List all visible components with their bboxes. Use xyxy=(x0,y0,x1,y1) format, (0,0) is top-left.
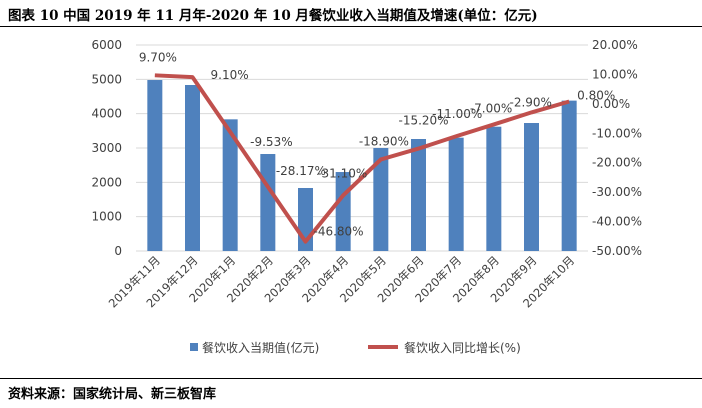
y-right-tick-label: -30.00% xyxy=(592,185,642,199)
y-left-tick-label: 5000 xyxy=(91,72,122,86)
y-right-tick-label: -50.00% xyxy=(592,244,642,258)
title-divider xyxy=(0,26,702,27)
data-label: -28.17% xyxy=(276,164,326,178)
data-label: 9.10% xyxy=(211,68,249,82)
legend-swatch-bar xyxy=(190,343,198,351)
bar xyxy=(411,139,426,251)
y-right-tick-label: -40.00% xyxy=(592,215,642,229)
bar xyxy=(373,148,389,251)
legend-label-line: 餐饮收入同比增长(%) xyxy=(404,340,521,355)
data-label: -15.20% xyxy=(399,114,449,128)
y-right-tick-label: 0.00% xyxy=(592,97,630,111)
bar xyxy=(335,172,351,251)
bar xyxy=(448,137,464,251)
y-right-tick-label: -20.00% xyxy=(592,156,642,170)
data-label: -18.90% xyxy=(359,134,409,148)
source-note: 资料来源：国家统计局、新三板智库 xyxy=(8,387,217,402)
y-left-tick-label: 1000 xyxy=(91,210,122,224)
bar xyxy=(222,119,238,251)
data-label: 0.80% xyxy=(577,89,615,103)
y-left-tick-label: 6000 xyxy=(91,38,122,52)
data-label: 9.70% xyxy=(139,50,177,64)
bar xyxy=(260,154,276,251)
y-left-tick-label: 2000 xyxy=(91,175,122,189)
source-divider xyxy=(0,378,702,379)
chart-title: 图表 10 中国 2019 年 11 月年-2020 年 10 月餐饮业收入当期… xyxy=(8,8,538,24)
legend-label-bar: 餐饮收入当期值(亿元) xyxy=(202,340,319,355)
data-label: -7.00% xyxy=(470,101,512,115)
data-label: -9.53% xyxy=(250,135,292,149)
y-right-tick-label: 10.00% xyxy=(592,67,638,81)
bar xyxy=(524,123,539,251)
y-left-tick-label: 4000 xyxy=(91,107,122,121)
data-label: -2.90% xyxy=(510,95,552,109)
y-right-tick-label: 20.00% xyxy=(592,38,638,52)
y-left-tick-label: 0 xyxy=(114,244,122,258)
y-left-tick-label: 3000 xyxy=(91,141,122,155)
bar xyxy=(185,84,200,251)
bar xyxy=(561,100,577,252)
data-label: -11.00% xyxy=(432,107,482,121)
y-right-tick-label: -10.00% xyxy=(592,126,642,140)
bar xyxy=(486,126,502,251)
data-label: -31.10% xyxy=(317,166,367,180)
bar xyxy=(147,80,163,252)
growth-line xyxy=(154,73,570,244)
data-label: -46.80% xyxy=(314,225,364,239)
